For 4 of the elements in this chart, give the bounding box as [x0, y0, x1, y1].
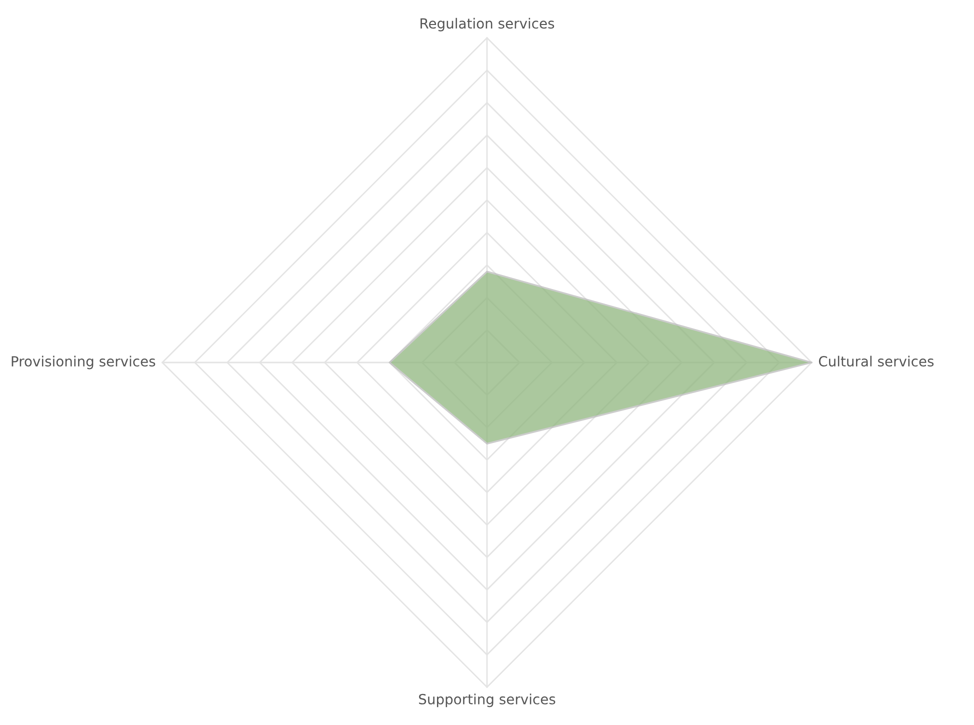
spoke-label: Supporting services: [419, 694, 556, 708]
spoke-label: Cultural services: [818, 356, 934, 367]
spoke-label: Provisioning services: [12, 356, 156, 370]
spoke-label: Regulation services: [420, 18, 554, 32]
